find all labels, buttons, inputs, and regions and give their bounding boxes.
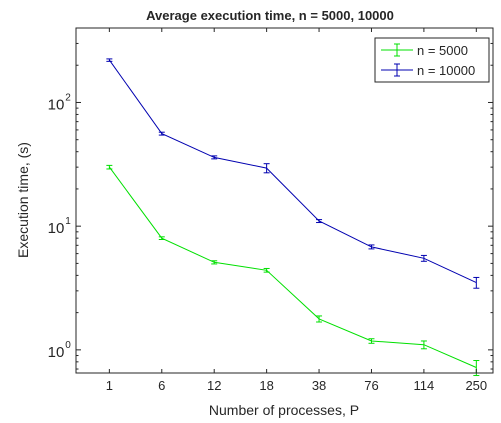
series-2 [106, 58, 480, 289]
error-bar [473, 276, 480, 289]
plot-area [76, 28, 493, 373]
series-line [108, 59, 477, 284]
legend: n = 5000 n = 10000 [374, 37, 490, 83]
x-tick-label: 18 [259, 378, 273, 393]
legend-item: n = 10000 [381, 63, 475, 78]
y-tick-label: 10 [48, 96, 65, 113]
y-tick-label: 10 [48, 220, 65, 237]
x-tick-label: 76 [364, 378, 378, 393]
legend-item: n = 5000 [381, 43, 468, 58]
series-line [108, 166, 477, 368]
y-tick-exponent: 2 [65, 92, 71, 103]
y-tick-exponent: 1 [65, 216, 71, 227]
error-bar [106, 58, 113, 62]
error-bar [106, 164, 113, 170]
error-bar [263, 163, 270, 174]
chart-title: Average execution time, n = 5000, 10000 [146, 8, 394, 23]
error-bar [368, 338, 375, 344]
error-bar [420, 340, 427, 350]
error-bar [368, 244, 375, 250]
legend-label: n = 10000 [417, 63, 475, 78]
x-tick-label: 250 [465, 378, 487, 393]
x-tick-label: 12 [207, 378, 221, 393]
x-tick-label: 114 [414, 378, 435, 393]
series-layer [106, 58, 480, 377]
y-tick-label: 10 [48, 344, 65, 361]
legend-box [374, 37, 490, 83]
series-1 [106, 164, 480, 377]
error-bar [158, 236, 165, 241]
error-bar [211, 260, 218, 265]
axes-box [75, 27, 494, 374]
error-bar [420, 254, 427, 262]
x-tick-label: 6 [158, 378, 165, 393]
error-bar [316, 219, 323, 224]
y-axis-label: Execution time, (s) [15, 142, 31, 258]
error-bar [263, 267, 270, 273]
legend-label: n = 5000 [417, 43, 468, 58]
error-bar [316, 315, 323, 323]
x-tick-label: 1 [106, 378, 113, 393]
error-bar [211, 155, 218, 160]
error-bar [158, 131, 165, 136]
y-tick-exponent: 0 [65, 340, 71, 351]
x-tick-label: 38 [312, 378, 326, 393]
x-axis-label: Number of processes, P [209, 402, 359, 418]
